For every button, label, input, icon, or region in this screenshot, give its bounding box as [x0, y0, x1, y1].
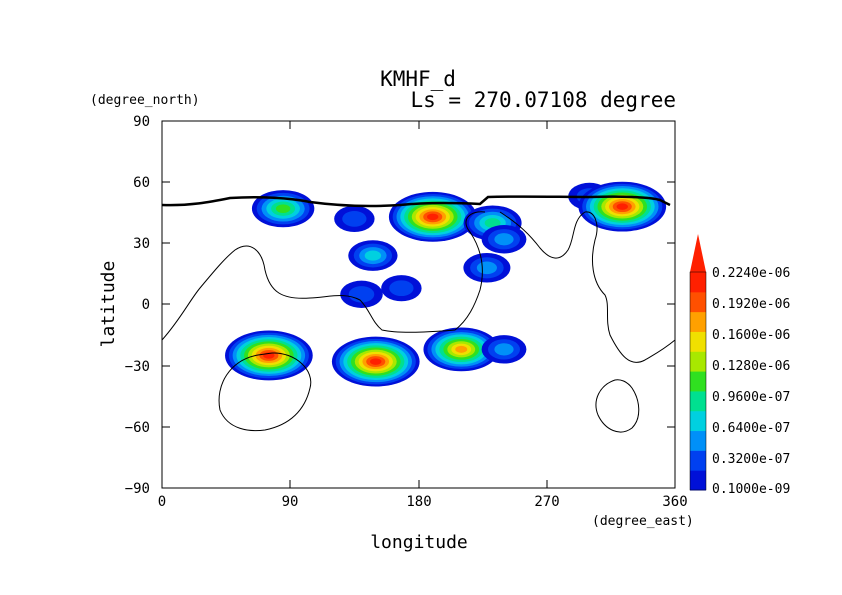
- colorbar-swatch: [690, 410, 706, 432]
- colorbar-label: 0.3200e-07: [712, 452, 790, 467]
- coastline-contours: [162, 195, 675, 433]
- heat-blob: [494, 343, 514, 356]
- y-axis-label: latitude: [98, 261, 119, 348]
- y-tick-label: −90: [125, 481, 150, 497]
- colorbar-swatch: [690, 430, 706, 451]
- heat-blob: [342, 211, 367, 227]
- heat-blob: [616, 203, 628, 210]
- colorbar-swatch: [690, 272, 706, 293]
- x-tick-label: 90: [282, 494, 299, 510]
- heat-blob: [370, 358, 382, 365]
- x-tick-label: 180: [406, 494, 431, 510]
- colorbar-label: 0.1600e-06: [712, 328, 790, 343]
- colorbar: [689, 234, 707, 491]
- heat-blob: [364, 250, 382, 261]
- plot-frame: [161, 120, 676, 489]
- x-tick-label: 270: [534, 494, 559, 510]
- heat-blob: [476, 261, 497, 275]
- chart-title: KMHF_d: [380, 67, 456, 91]
- colorbar-label: 0.1920e-06: [712, 297, 790, 312]
- y-tick-label: −30: [125, 359, 150, 375]
- heat-blob: [275, 204, 291, 213]
- y-tick-label: 30: [133, 236, 150, 252]
- heat-blob: [389, 280, 414, 297]
- colorbar-frame: [689, 271, 707, 491]
- colorbar-swatch: [690, 450, 706, 471]
- colorbar-swatch: [690, 311, 706, 332]
- heat-blob: [348, 286, 375, 303]
- y-tick-label: 90: [133, 114, 150, 130]
- x-tick-label: 360: [662, 494, 687, 510]
- heat-blob: [427, 213, 439, 221]
- y-tick-label: 0: [142, 297, 150, 313]
- colorbar-swatch: [690, 371, 706, 392]
- chart-subtitle: Ls = 270.07108 degree: [410, 88, 676, 112]
- x-axis-label: longitude: [370, 532, 468, 553]
- colorbar-label: 0.2240e-06: [712, 266, 790, 281]
- colorbar-swatch: [690, 390, 706, 412]
- colorbar-label: 0.1000e-09: [712, 482, 790, 497]
- heat-field: [225, 181, 667, 387]
- colorbar-swatch: [690, 331, 706, 352]
- tick-marks: [161, 120, 676, 489]
- colorbar-label: 0.6400e-07: [712, 421, 790, 436]
- colorbar-swatch: [690, 470, 706, 491]
- heat-blob: [455, 345, 468, 353]
- heat-blob: [484, 218, 501, 228]
- y-tick-label: 60: [133, 175, 150, 191]
- heat-blob: [494, 233, 514, 246]
- y-units-label: (degree_north): [90, 93, 200, 108]
- colorbar-swatch: [690, 351, 706, 372]
- x-tick-label: 0: [158, 494, 166, 510]
- colorbar-extend-arrow: [690, 234, 706, 272]
- y-tick-label: −60: [125, 420, 150, 436]
- colorbar-swatch: [690, 291, 706, 313]
- x-units-label: (degree_east): [592, 514, 694, 529]
- colorbar-label: 0.9600e-07: [712, 390, 790, 405]
- colorbar-label: 0.1280e-06: [712, 359, 790, 374]
